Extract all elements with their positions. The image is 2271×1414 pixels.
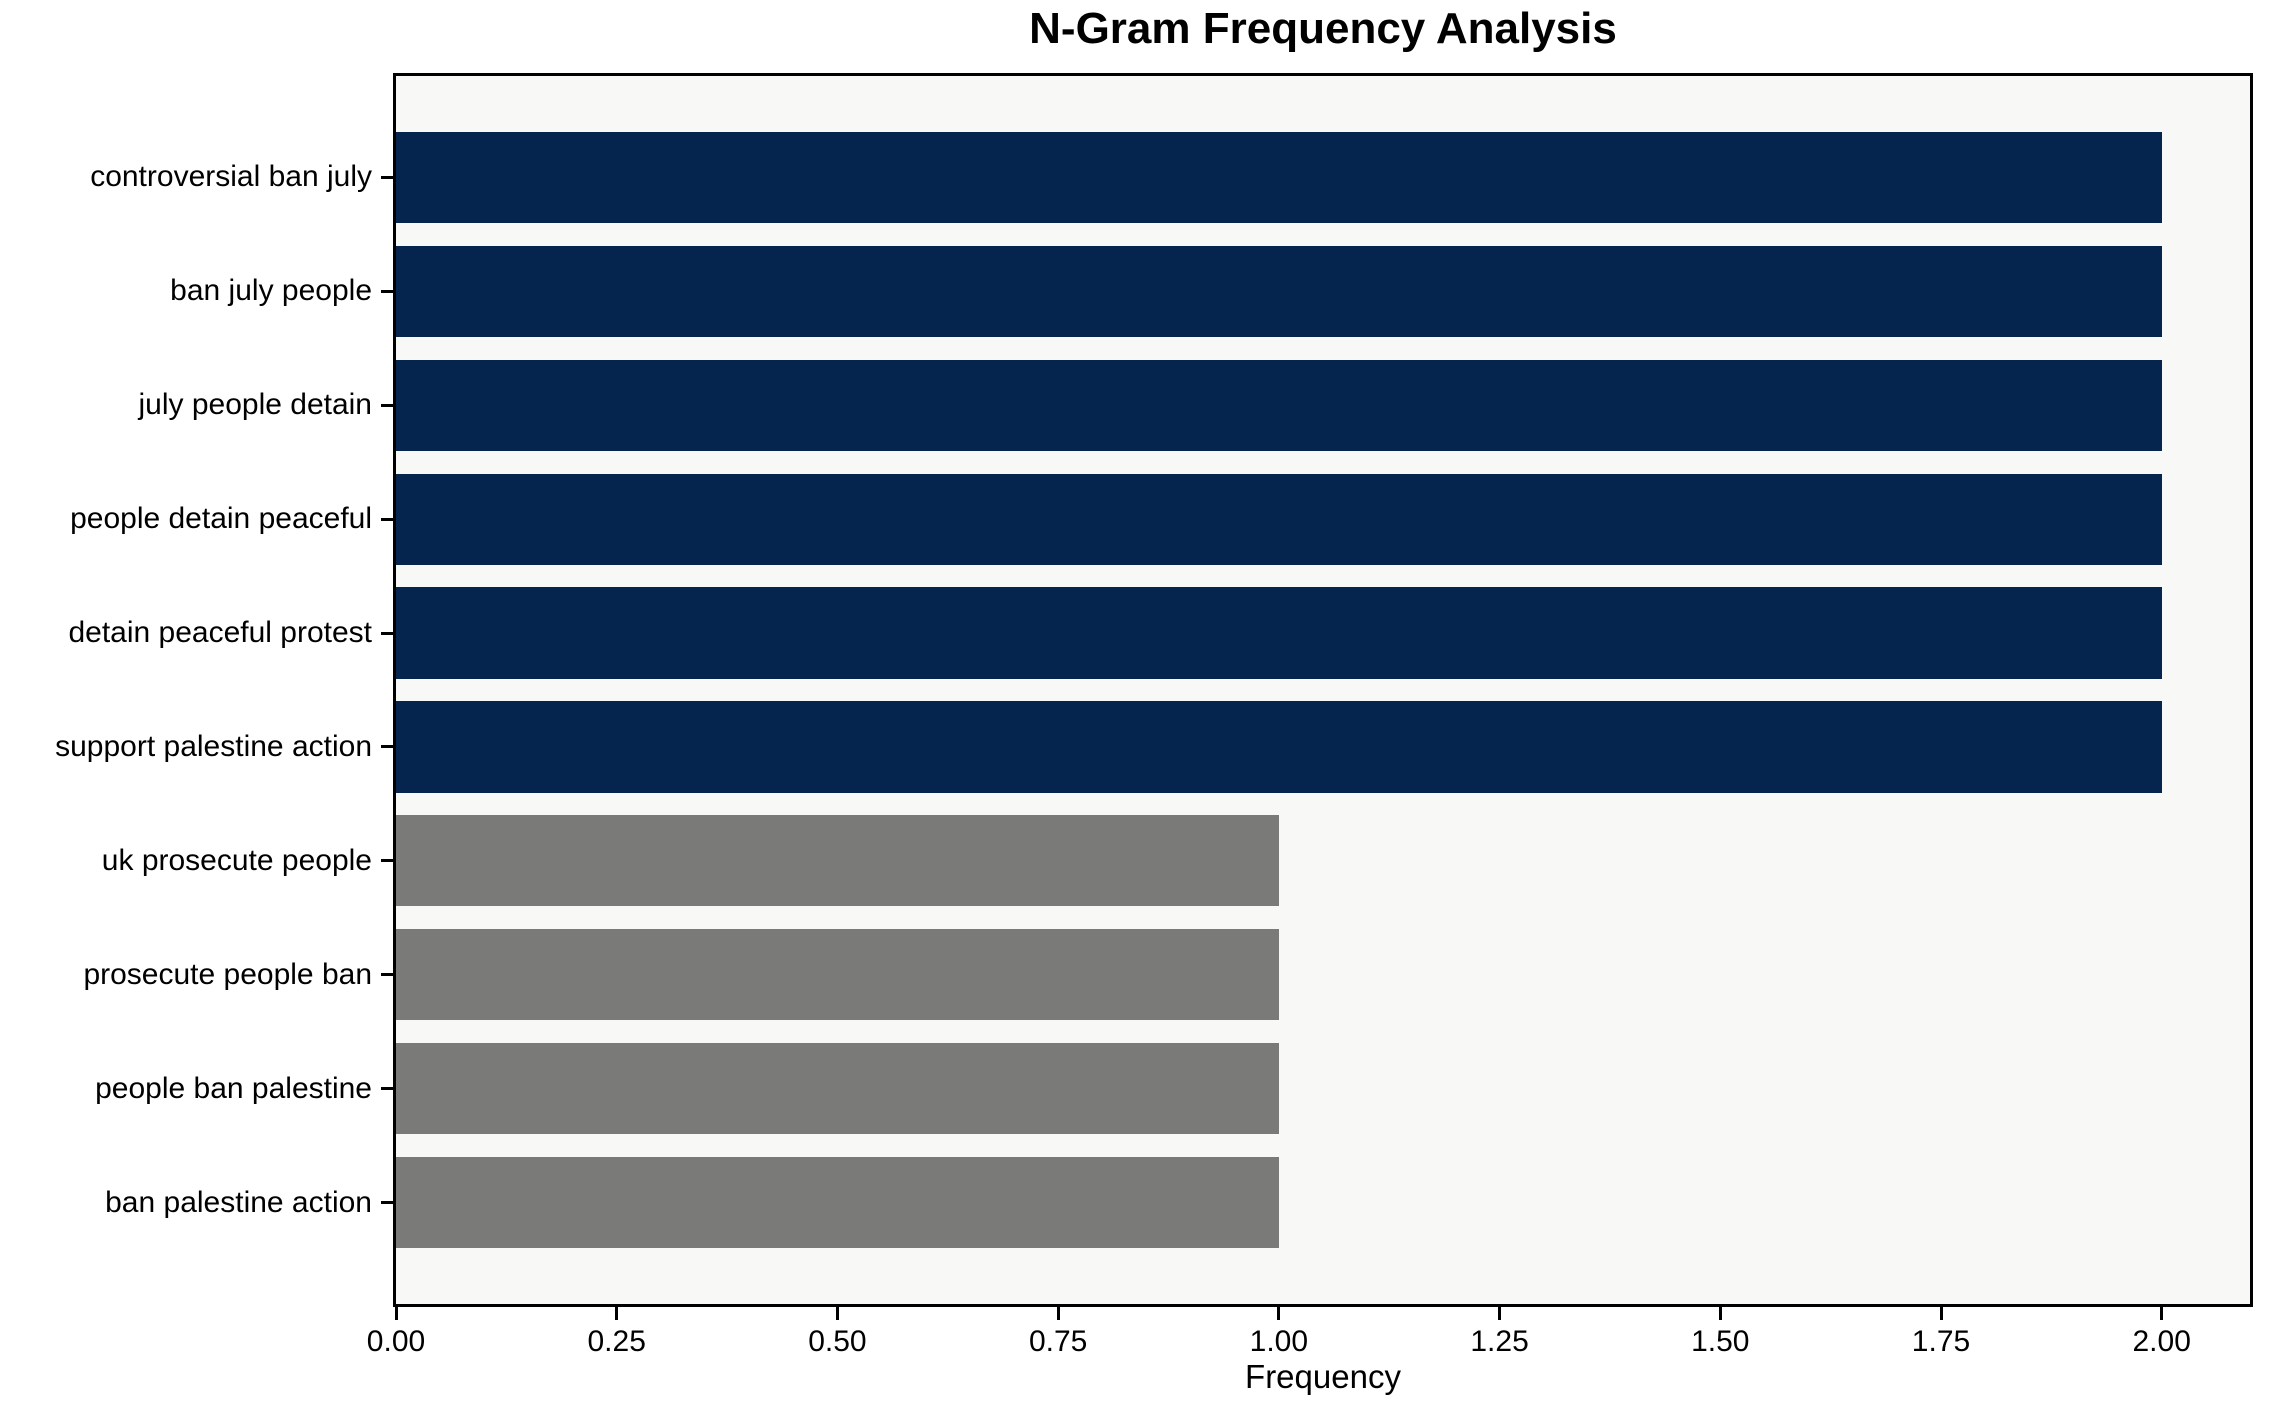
- x-tick-mark: [1718, 1307, 1722, 1320]
- y-tick-mark: [381, 973, 393, 977]
- x-tick-label: 0.25: [587, 1325, 646, 1358]
- x-tick-mark: [1056, 1307, 1060, 1320]
- x-tick-label: 0.75: [1028, 1325, 1088, 1358]
- x-tick-label: 1.50: [1691, 1325, 1750, 1358]
- y-tick-label: july people detain: [138, 388, 372, 422]
- bar: [396, 701, 2162, 793]
- x-tick-mark: [835, 1307, 839, 1320]
- x-tick-mark: [1498, 1307, 1502, 1320]
- y-tick-label: support palestine action: [55, 729, 372, 763]
- y-tick-label: uk prosecute people: [101, 843, 372, 877]
- bar: [396, 815, 1279, 907]
- y-tick-mark: [381, 289, 393, 293]
- x-axis-label: Frequency: [1245, 1358, 1401, 1395]
- y-tick-label: prosecute people ban: [83, 957, 372, 991]
- x-tick-mark: [2160, 1307, 2164, 1320]
- y-tick-label: people detain peaceful: [70, 502, 372, 536]
- y-tick-mark: [381, 1201, 393, 1205]
- y-tick-label: detain peaceful protest: [68, 616, 372, 650]
- x-tick-label: 1.00: [1249, 1325, 1309, 1358]
- y-tick-label: people ban palestine: [95, 1071, 372, 1105]
- x-tick-label: 0.00: [366, 1325, 426, 1358]
- x-tick-mark: [394, 1307, 398, 1320]
- x-tick-label: 1.25: [1470, 1325, 1529, 1358]
- y-tick-mark: [381, 517, 393, 521]
- y-tick-label: ban palestine action: [105, 1185, 372, 1219]
- bar: [396, 1043, 1279, 1135]
- x-tick-mark: [1939, 1307, 1943, 1320]
- y-tick-label: controversial ban july: [90, 160, 372, 194]
- y-tick-mark: [381, 1087, 393, 1091]
- x-tick-label: 1.75: [1911, 1325, 1971, 1358]
- y-tick-label: ban july people: [170, 274, 372, 308]
- x-tick-mark: [615, 1307, 619, 1320]
- bar: [396, 929, 1279, 1021]
- x-tick-label: 0.50: [808, 1325, 867, 1358]
- bar: [396, 473, 2162, 565]
- bar: [396, 587, 2162, 679]
- y-tick-mark: [381, 403, 393, 407]
- chart-title: N-Gram Frequency Analysis: [1029, 4, 1617, 53]
- y-tick-mark: [381, 631, 393, 635]
- y-tick-mark: [381, 175, 393, 179]
- x-tick-mark: [1277, 1307, 1281, 1320]
- plot-area: [393, 73, 2253, 1307]
- bar: [396, 359, 2162, 451]
- bar: [396, 131, 2162, 223]
- y-tick-mark: [381, 745, 393, 749]
- x-tick-label: 2.00: [2132, 1325, 2191, 1358]
- y-tick-mark: [381, 859, 393, 863]
- bar: [396, 245, 2162, 337]
- bar: [396, 1157, 1279, 1249]
